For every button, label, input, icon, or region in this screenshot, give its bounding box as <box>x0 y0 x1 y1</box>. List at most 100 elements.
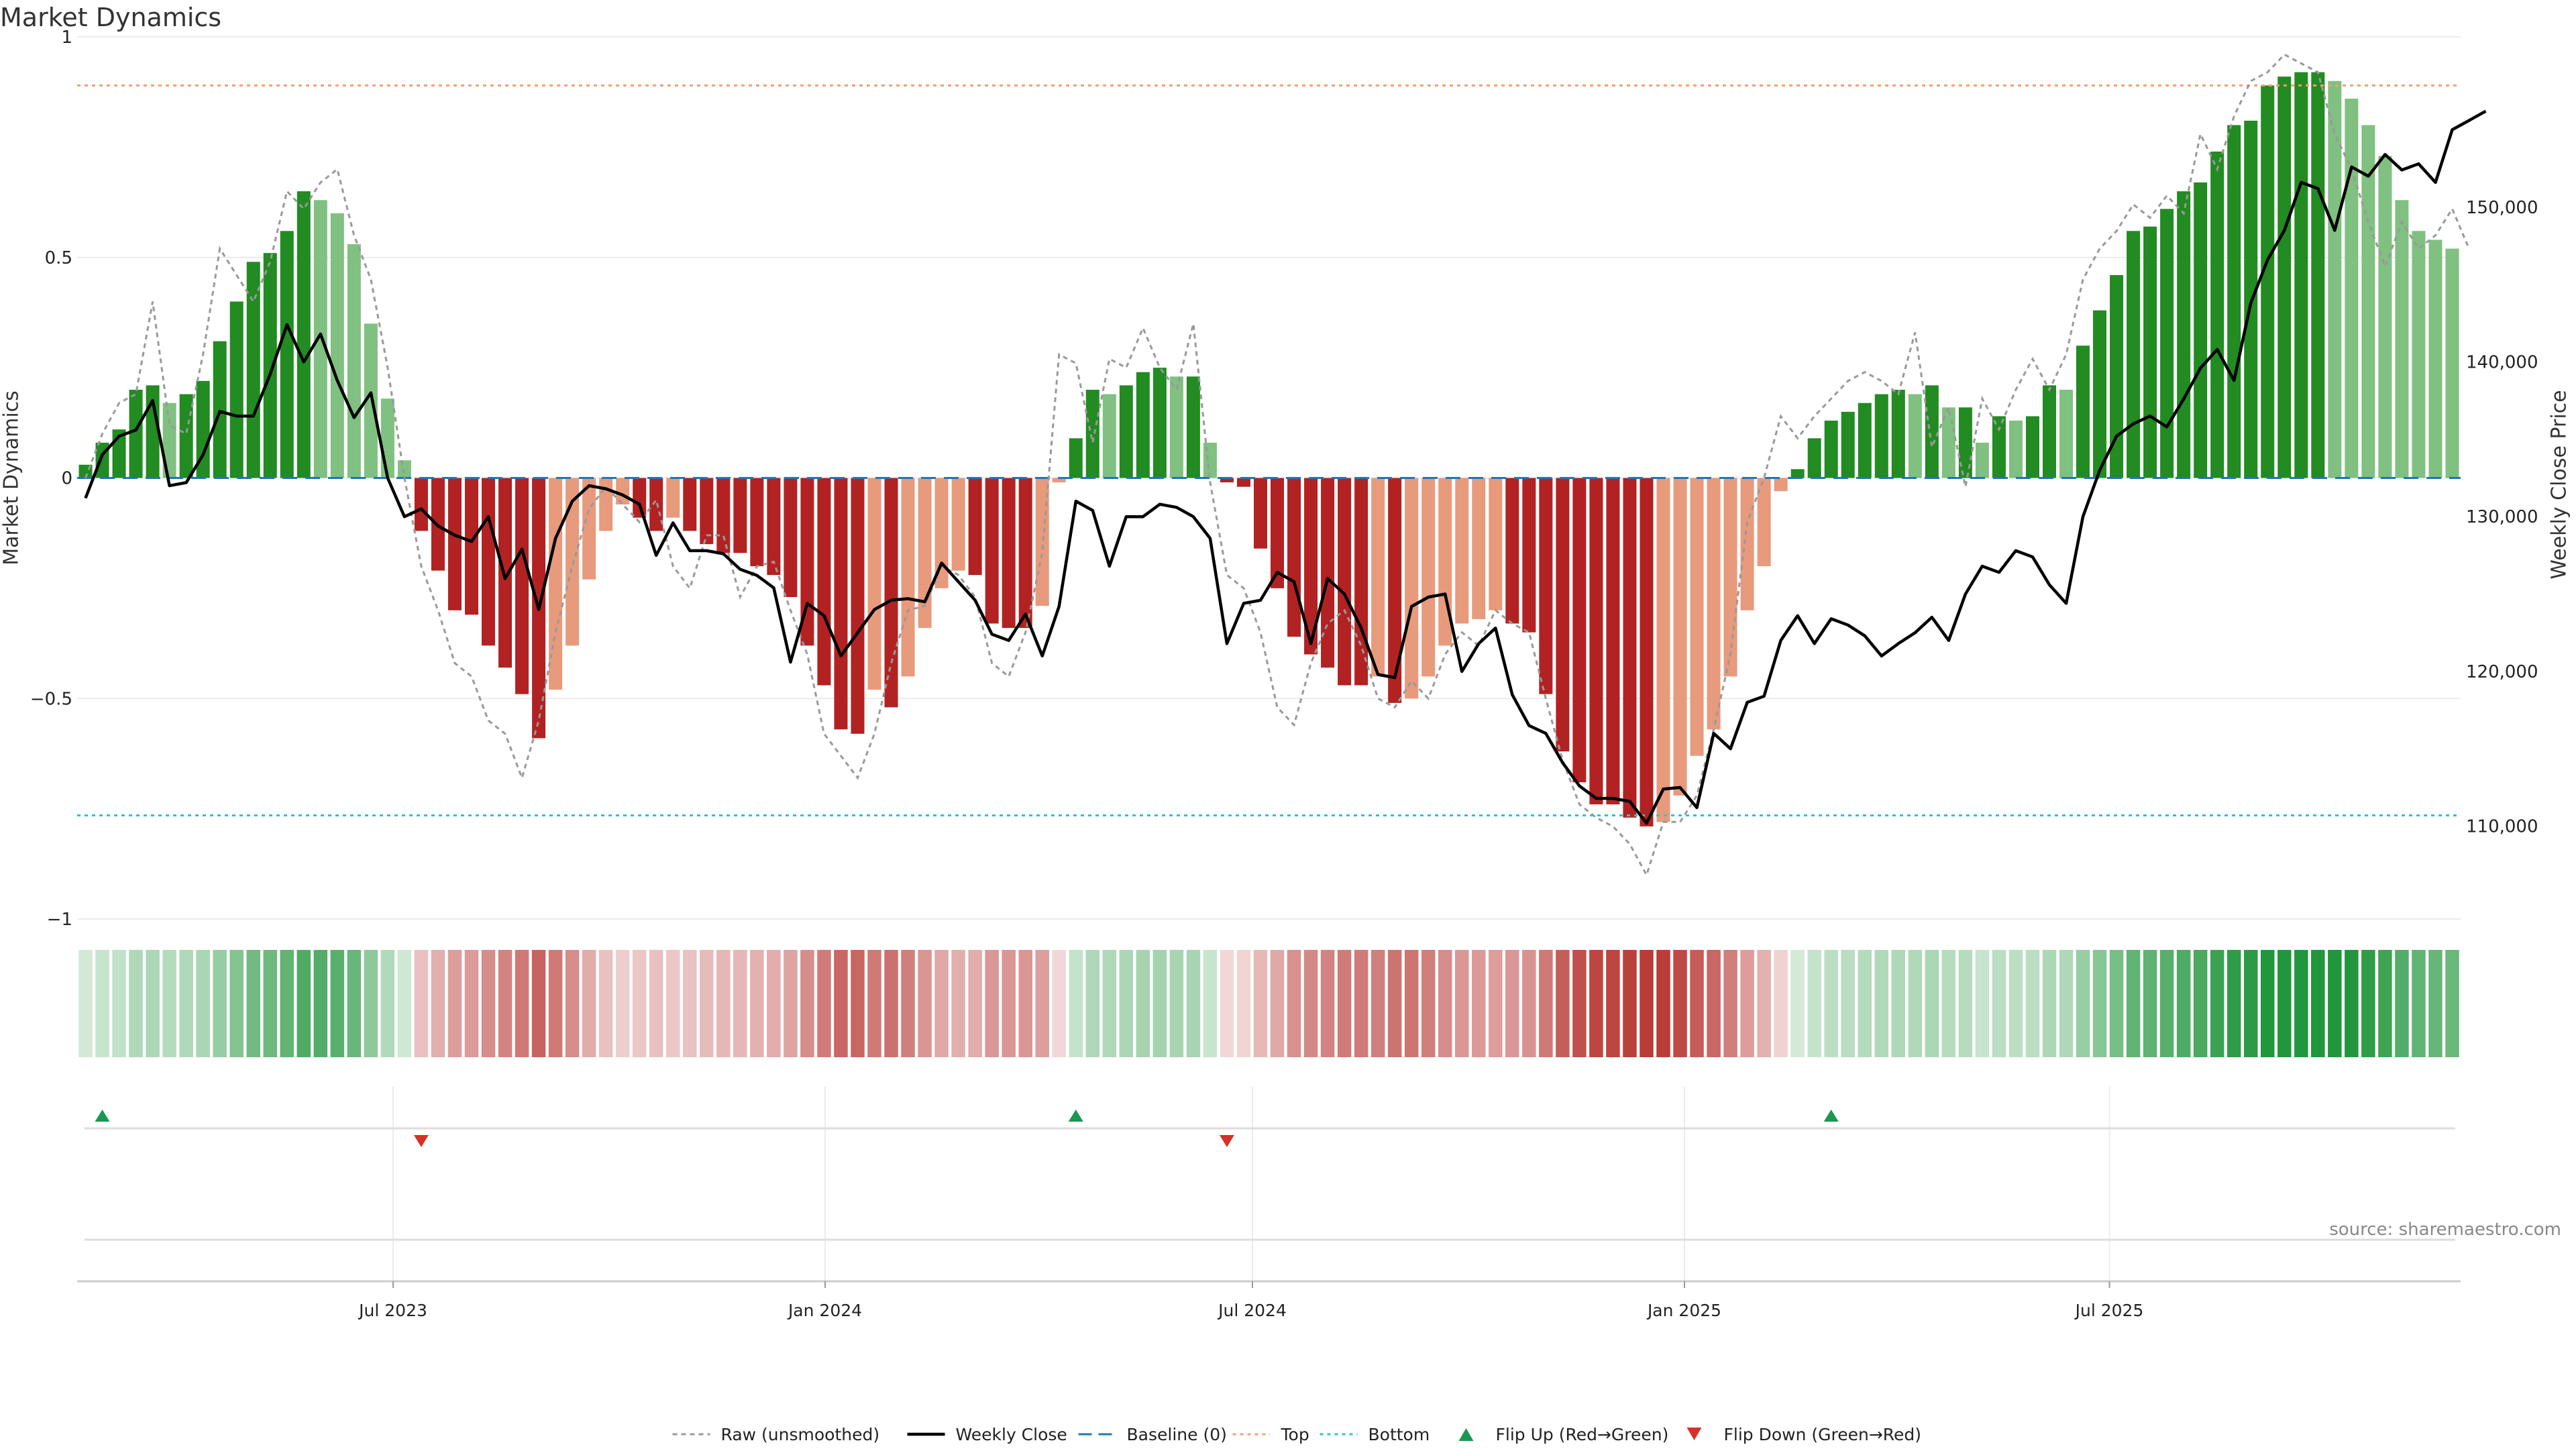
heat-cell <box>2428 950 2443 1057</box>
heat-cell <box>733 950 747 1057</box>
bar <box>1220 478 1234 483</box>
heat-cell <box>1404 950 1419 1057</box>
legend-item-flip_down: Flip Down (Green→Red) <box>1686 1425 1922 1444</box>
bar <box>2160 209 2174 478</box>
bar <box>1304 478 1318 655</box>
legend: Raw (unsmoothed) Weekly Close Baseline (0)… <box>672 1425 1922 1444</box>
heat-cell <box>2210 950 2224 1057</box>
heat-cell <box>800 950 814 1057</box>
heat-cell <box>1102 950 1117 1057</box>
bar <box>280 231 294 478</box>
heat-cell <box>1656 950 1670 1057</box>
heat-cell <box>1723 950 1737 1057</box>
bar <box>800 478 814 646</box>
heat-cell <box>1236 950 1251 1057</box>
bar <box>1354 478 1368 686</box>
heat-cell <box>531 950 546 1057</box>
heat-cell <box>330 950 345 1057</box>
heat-cell <box>1690 950 1704 1057</box>
legend-item-baseline: Baseline (0) <box>1078 1425 1227 1444</box>
bar <box>2361 125 2375 478</box>
heat-cell <box>1992 950 2006 1057</box>
bar <box>1035 478 1049 606</box>
heat-cell <box>1303 950 1318 1057</box>
bar <box>1841 411 1855 478</box>
bar <box>1136 372 1150 478</box>
heat-cell <box>1438 950 1452 1057</box>
heat-cell <box>1757 950 1771 1057</box>
bar <box>1790 469 1805 478</box>
heat-cell <box>2076 950 2090 1057</box>
legend-swatch <box>1458 1428 1474 1441</box>
left-axis-label: Market Dynamics <box>0 390 23 566</box>
bar <box>1874 394 1888 478</box>
heat-cell <box>2311 950 2325 1057</box>
heat-cell <box>95 950 109 1057</box>
legend-label: Flip Down (Green→Red) <box>1724 1425 1922 1444</box>
bar <box>1102 394 1116 478</box>
heat-cell <box>1287 950 1301 1057</box>
heat-cell <box>1874 950 1889 1057</box>
heat-cell <box>1623 950 1637 1057</box>
legend-item-close: Weekly Close <box>907 1425 1067 1444</box>
bar <box>2210 151 2224 478</box>
bar <box>2110 275 2124 478</box>
bar <box>1589 478 1603 805</box>
bar <box>616 478 630 504</box>
heat-cell <box>1489 950 1503 1057</box>
bar <box>2143 226 2157 478</box>
bar <box>162 402 176 478</box>
heat-cell <box>867 950 881 1057</box>
bar <box>2395 200 2409 478</box>
weekly-close-line <box>84 109 2487 825</box>
bar <box>330 213 344 478</box>
axes: Jul 2023 Jan 2024 Jul 2024 Jan 2025 Jul 2025… <box>0 28 2571 1320</box>
bar <box>951 478 965 571</box>
bar <box>1203 442 1217 478</box>
bar <box>1119 385 1133 478</box>
heat-cell <box>229 950 244 1057</box>
heat-cell <box>1941 950 1956 1057</box>
bar <box>934 478 949 588</box>
x-tick-label: Jan 2025 <box>1646 1301 1721 1320</box>
heat-cell <box>834 950 848 1057</box>
bar <box>2428 239 2443 478</box>
heat-cell <box>297 950 311 1057</box>
heat-cell <box>1270 950 1285 1057</box>
heat-cell <box>1186 950 1201 1057</box>
bar <box>347 244 361 478</box>
heat-cell <box>1640 950 1654 1057</box>
heat-cell <box>2395 950 2409 1057</box>
bar <box>2294 72 2308 478</box>
bar <box>2345 99 2359 478</box>
bar <box>213 341 227 478</box>
bar <box>229 301 244 478</box>
heat-cell <box>985 950 999 1057</box>
bar <box>1271 478 1285 588</box>
bar <box>1085 390 1099 478</box>
heat-cell <box>280 950 294 1057</box>
left-tick-label: 1 <box>61 28 72 48</box>
bar <box>817 478 831 686</box>
heat-cell <box>1052 950 1066 1057</box>
bar <box>1640 478 1654 826</box>
heat-cell <box>1790 950 1805 1057</box>
heat-cell <box>1387 950 1402 1057</box>
heat-cell <box>2412 950 2426 1057</box>
bar <box>867 478 881 690</box>
legend-label: Flip Up (Red→Green) <box>1496 1425 1669 1444</box>
heat-cell <box>1069 950 1083 1057</box>
bar <box>1371 478 1385 677</box>
left-tick-label: 0 <box>61 469 72 489</box>
heat-cell <box>582 950 596 1057</box>
bar <box>1052 478 1066 483</box>
bar <box>2261 85 2275 478</box>
bar <box>196 380 210 478</box>
bar <box>515 478 529 694</box>
heat-cell <box>2059 950 2074 1057</box>
right-axis-label: Weekly Close Price <box>2548 390 2571 579</box>
heat-cell <box>767 950 781 1057</box>
bar <box>884 478 898 708</box>
bar <box>1455 478 1469 624</box>
heat-cell <box>414 950 429 1057</box>
